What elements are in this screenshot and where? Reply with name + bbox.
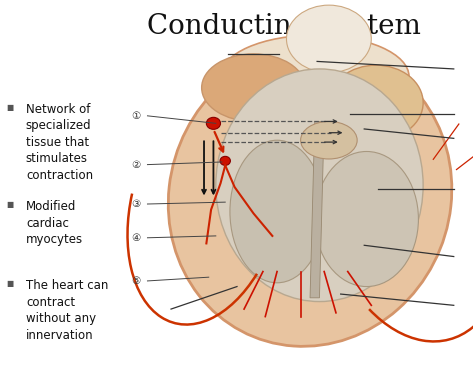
Text: ■: ■ bbox=[6, 200, 13, 209]
Ellipse shape bbox=[315, 152, 419, 287]
Ellipse shape bbox=[201, 54, 305, 121]
Ellipse shape bbox=[286, 5, 371, 73]
Text: Conducting System: Conducting System bbox=[147, 12, 421, 40]
Ellipse shape bbox=[230, 140, 324, 283]
Ellipse shape bbox=[220, 156, 230, 165]
Text: Modified
cardiac
myocytes: Modified cardiac myocytes bbox=[26, 200, 83, 246]
Polygon shape bbox=[310, 121, 324, 298]
Ellipse shape bbox=[206, 117, 220, 129]
Text: ②: ② bbox=[131, 160, 140, 170]
Text: ■: ■ bbox=[6, 279, 13, 288]
Text: The heart can
contract
without any
innervation: The heart can contract without any inner… bbox=[26, 279, 108, 342]
Text: ④: ④ bbox=[131, 233, 140, 243]
Ellipse shape bbox=[168, 46, 452, 346]
Text: Network of
specialized
tissue that
stimulates
contraction: Network of specialized tissue that stimu… bbox=[26, 103, 93, 182]
Text: ■: ■ bbox=[6, 103, 13, 112]
Text: ⑤: ⑤ bbox=[131, 276, 140, 286]
Ellipse shape bbox=[220, 35, 409, 118]
Ellipse shape bbox=[329, 65, 423, 140]
Text: ①: ① bbox=[131, 111, 140, 121]
Text: ③: ③ bbox=[131, 199, 140, 209]
Ellipse shape bbox=[216, 69, 423, 302]
Ellipse shape bbox=[301, 121, 357, 159]
